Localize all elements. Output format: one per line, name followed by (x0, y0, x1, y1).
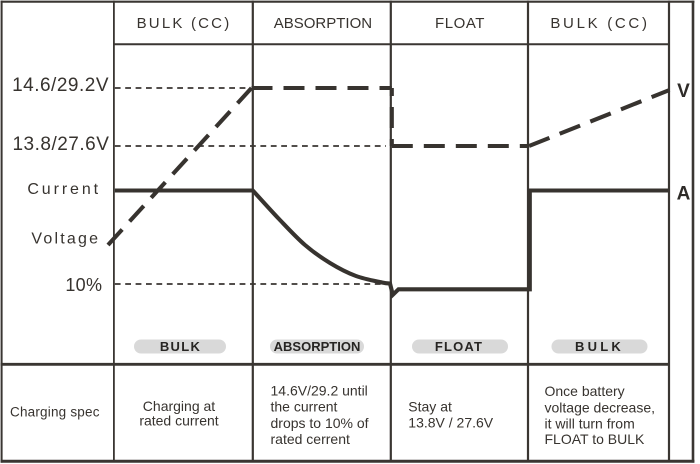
svg-text:FLOAT: FLOAT (435, 339, 483, 354)
svg-text:BULK: BULK (160, 339, 201, 354)
svg-text:14.6/29.2V: 14.6/29.2V (12, 75, 109, 96)
svg-text:the current: the current (271, 399, 338, 415)
svg-text:Stay at: Stay at (408, 398, 452, 414)
svg-text:Voltage: Voltage (31, 231, 100, 248)
svg-text:Charging spec: Charging spec (10, 405, 100, 420)
svg-text:V: V (677, 81, 690, 102)
svg-text:BULK (CC): BULK (CC) (137, 15, 232, 32)
svg-text:14.6V/29.2 until: 14.6V/29.2 until (271, 382, 368, 398)
svg-text:10%: 10% (65, 275, 102, 295)
svg-text:Current: Current (27, 181, 101, 198)
svg-text:rated cerrent: rated cerrent (271, 431, 350, 447)
svg-text:BULK (CC): BULK (CC) (550, 15, 649, 32)
svg-text:13.8V / 27.6V: 13.8V / 27.6V (408, 414, 494, 430)
svg-text:it will turn from: it will turn from (545, 415, 635, 431)
svg-text:ABSORPTION: ABSORPTION (274, 339, 361, 354)
svg-text:voltage decrease,: voltage decrease, (545, 400, 656, 416)
svg-text:FLOAT: FLOAT (435, 15, 485, 32)
svg-text:ABSORPTION: ABSORPTION (274, 15, 372, 32)
svg-text:BULK: BULK (575, 339, 624, 354)
svg-text:13.8/27.6V: 13.8/27.6V (12, 134, 109, 155)
svg-text:rated current: rated current (139, 413, 218, 429)
svg-text:drops to 10% of: drops to 10% of (271, 415, 369, 431)
svg-text:Once battery: Once battery (545, 383, 625, 399)
svg-text:A: A (677, 184, 691, 205)
svg-text:FLOAT to BULK: FLOAT to BULK (545, 431, 646, 447)
svg-text:Charging at: Charging at (143, 398, 215, 414)
